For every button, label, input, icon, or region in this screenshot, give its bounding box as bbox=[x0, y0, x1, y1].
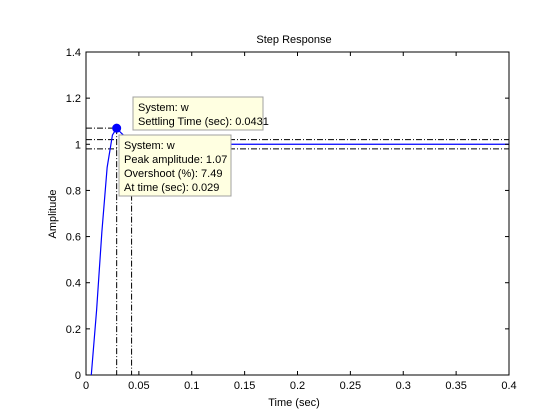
x-axis-label: Time (sec) bbox=[268, 397, 320, 409]
x-tick-label: 0 bbox=[83, 380, 89, 392]
y-tick-label: 0.4 bbox=[66, 278, 81, 290]
datatip-settling[interactable]: System: w Settling Time (sec): 0.0431 bbox=[132, 96, 269, 131]
y-tick-label: 1.2 bbox=[66, 93, 81, 105]
axis-ticks: 0 0.05 0.1 0.15 0.2 0.25 0.3 0.35 0.4 0 0.2 0.4 0.6 0… bbox=[66, 47, 517, 392]
datatip-settling-box bbox=[132, 96, 264, 131]
x-tick-label: 0.05 bbox=[128, 380, 149, 392]
datatip-peak-line-3: Overshoot (%): 7.49 bbox=[124, 168, 222, 180]
x-tick-label: 0.35 bbox=[445, 380, 466, 392]
x-tick-label: 0.15 bbox=[234, 380, 255, 392]
datatip-peak-line-4: At time (sec): 0.029 bbox=[124, 182, 219, 194]
chart-title: Step Response bbox=[256, 34, 331, 46]
y-tick-label: 0 bbox=[75, 370, 81, 382]
datatip-settling-line-1: System: w bbox=[138, 102, 189, 114]
x-tick-label: 0.4 bbox=[501, 380, 516, 392]
y-tick-label: 1.4 bbox=[66, 47, 81, 59]
x-tick-label: 0.1 bbox=[184, 380, 199, 392]
datatip-peak-box bbox=[118, 134, 232, 197]
y-tick-label: 0.8 bbox=[66, 185, 81, 197]
x-tick-label: 0.2 bbox=[290, 380, 305, 392]
datatip-peak[interactable]: System: w Peak amplitude: 1.07 Overshoot… bbox=[118, 134, 232, 197]
peak-marker-dot[interactable] bbox=[112, 123, 122, 133]
x-tick-label: 0.3 bbox=[396, 380, 411, 392]
x-tick-label: 0.25 bbox=[340, 380, 361, 392]
y-tick-label: 0.2 bbox=[66, 324, 81, 336]
y-axis-label: Amplitude bbox=[47, 190, 59, 239]
y-tick-label: 0.6 bbox=[66, 232, 81, 244]
datatip-peak-line-1: System: w bbox=[124, 140, 175, 152]
datatip-settling-line-2: Settling Time (sec): 0.0431 bbox=[138, 116, 269, 128]
y-tick-label: 1 bbox=[75, 139, 81, 151]
datatip-peak-line-2: Peak amplitude: 1.07 bbox=[124, 154, 227, 166]
